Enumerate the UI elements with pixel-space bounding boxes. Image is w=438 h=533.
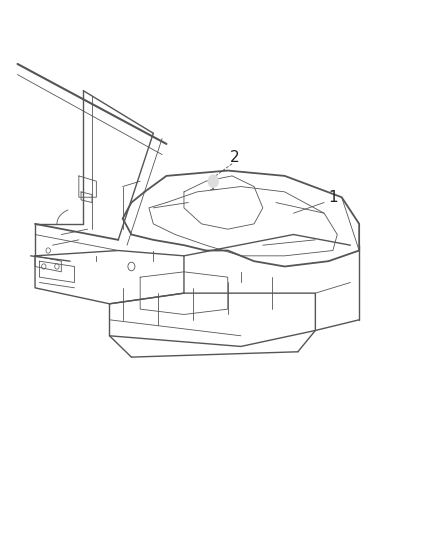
Text: 2: 2	[230, 150, 239, 165]
Circle shape	[208, 175, 219, 188]
Text: 1: 1	[328, 190, 338, 205]
